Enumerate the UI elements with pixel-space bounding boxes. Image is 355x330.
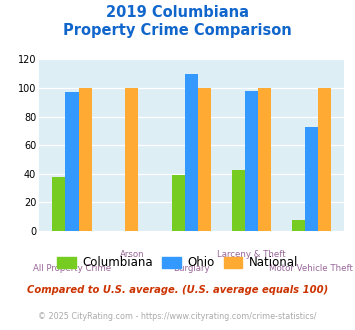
Bar [305,127,318,231]
Bar [232,170,245,231]
Text: © 2025 CityRating.com - https://www.cityrating.com/crime-statistics/: © 2025 CityRating.com - https://www.city… [38,312,317,321]
Bar [52,177,65,231]
Text: Compared to U.S. average. (U.S. average equals 100): Compared to U.S. average. (U.S. average … [27,285,328,295]
Bar [318,88,331,231]
Text: Burglary: Burglary [173,264,210,273]
Text: Arson: Arson [120,250,144,259]
Bar [245,91,258,231]
Text: 2019 Columbiana: 2019 Columbiana [106,5,249,20]
Text: Property Crime Comparison: Property Crime Comparison [63,23,292,38]
Bar [125,88,138,231]
Bar [198,88,212,231]
Bar [172,175,185,231]
Bar [292,219,305,231]
Text: Motor Vehicle Theft: Motor Vehicle Theft [269,264,353,273]
Bar [258,88,271,231]
Legend: Columbiana, Ohio, National: Columbiana, Ohio, National [53,252,302,274]
Bar [78,88,92,231]
Text: Larceny & Theft: Larceny & Theft [217,250,286,259]
Bar [65,92,78,231]
Bar [185,74,198,231]
Text: All Property Crime: All Property Crime [33,264,111,273]
